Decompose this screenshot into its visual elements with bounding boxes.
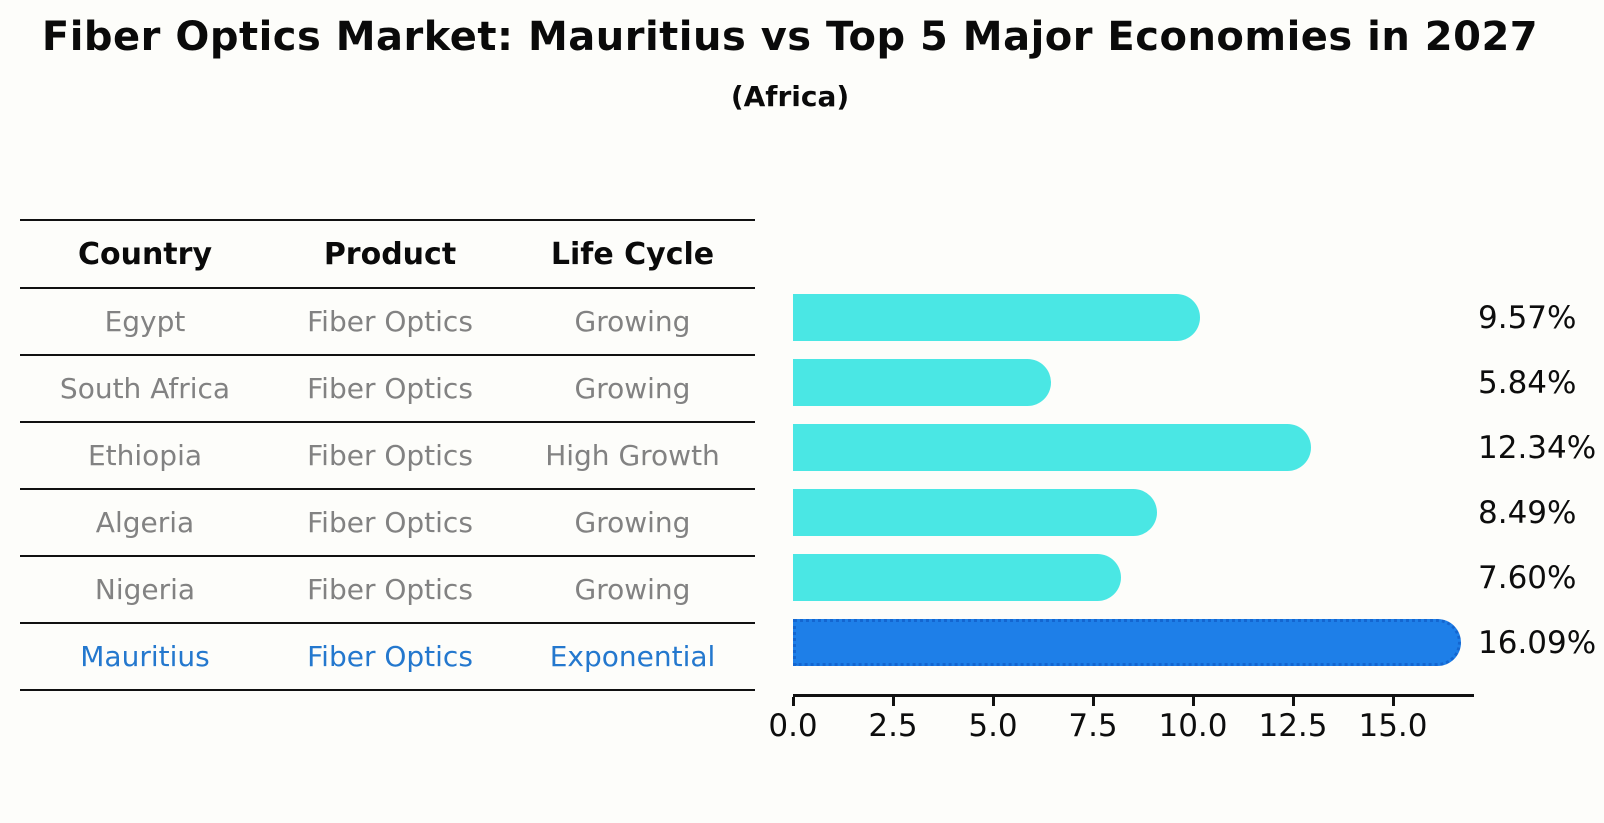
table-row: South Africa Fiber Optics Growing [20,356,755,423]
row-life-cycle: Growing [574,573,691,606]
row-product: Fiber Optics [307,372,473,405]
row-product: Fiber Optics [307,573,473,606]
row-life-cycle: Growing [574,506,691,539]
x-axis-tick [1292,697,1295,706]
x-axis-tick-label: 12.5 [1258,708,1328,744]
x-axis-tick [1392,697,1395,706]
row-life-cycle: Growing [574,372,691,405]
bar-egypt [793,294,1200,341]
table-row: Algeria Fiber Optics Growing [20,490,755,557]
row-country: Ethiopia [87,439,203,472]
row-product: Fiber Optics [307,506,473,539]
x-axis-tick-label: 0.0 [768,708,818,744]
row-life-cycle: High Growth [545,439,720,472]
x-axis-tick [1192,697,1195,706]
row-life-cycle: Growing [574,305,691,338]
table-header-row: Country Product Life Cycle [20,219,755,289]
value-label: 16.09% [1478,624,1597,661]
x-axis-tick-label: 10.0 [1158,708,1228,744]
table-row: Mauritius Fiber Optics Exponential [20,624,755,691]
value-label: 7.60% [1478,559,1577,596]
row-product: Fiber Optics [307,439,473,472]
value-label: 8.49% [1478,494,1577,531]
row-country: Nigeria [94,573,196,606]
x-axis-tick-label: 15.0 [1358,708,1428,744]
chart-subtitle: (Africa) [730,80,850,113]
table-header-life-cycle: Life Cycle [550,236,715,272]
x-axis-tick-label: 2.5 [868,708,918,744]
bar-nigeria [793,554,1121,601]
row-product: Fiber Optics [307,305,473,338]
row-country: Mauritius [80,640,210,673]
x-axis-tick [792,697,795,706]
bar-ethiopia [793,424,1311,471]
x-axis-tick [992,697,995,706]
x-axis-tick-label: 7.5 [1068,708,1118,744]
bar-south-africa [793,359,1051,406]
value-label: 12.34% [1478,429,1597,466]
table-row: Ethiopia Fiber Optics High Growth [20,423,755,490]
bar-mauritius-highlight [793,619,1461,666]
x-axis-tick-label: 5.0 [968,708,1018,744]
value-label: 9.57% [1478,299,1577,336]
x-axis-tick [1092,697,1095,706]
table-header-product: Product [323,236,457,272]
bar-algeria [793,489,1157,536]
table-body: Egypt Fiber Optics Growing South Africa Fibe… [20,289,755,691]
bar-plot-area [793,285,1473,675]
table-header-country: Country [77,236,213,272]
value-label: 5.84% [1478,364,1577,401]
table-row: Egypt Fiber Optics Growing [20,289,755,356]
row-product: Fiber Optics [307,640,473,673]
x-axis-line [793,694,1474,697]
row-life-cycle: Exponential [549,640,716,673]
row-country: Algeria [95,506,195,539]
chart-title: Fiber Optics Market: Mauritius vs Top 5 … [41,14,1539,60]
table-row: Nigeria Fiber Optics Growing [20,557,755,624]
row-country: South Africa [59,372,231,405]
x-axis-tick [892,697,895,706]
country-table: Country Product Life Cycle Egypt Fiber Op… [20,219,755,691]
row-country: Egypt [104,305,186,338]
